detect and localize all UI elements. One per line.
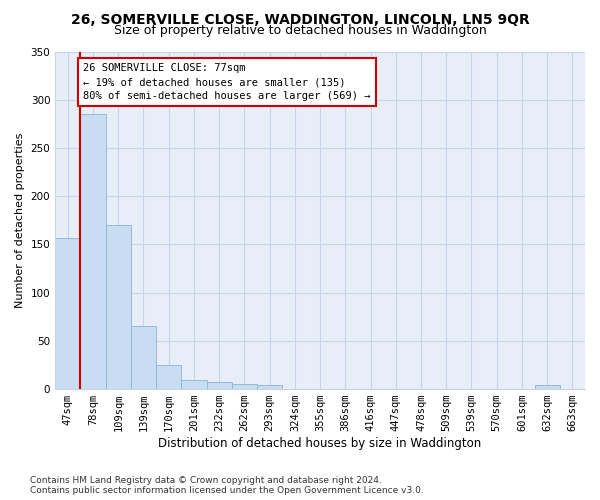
X-axis label: Distribution of detached houses by size in Waddington: Distribution of detached houses by size … — [158, 437, 482, 450]
Text: Contains HM Land Registry data © Crown copyright and database right 2024.
Contai: Contains HM Land Registry data © Crown c… — [30, 476, 424, 495]
Bar — [535, 385, 560, 389]
Bar — [131, 326, 156, 389]
Bar — [80, 114, 106, 389]
Text: 26, SOMERVILLE CLOSE, WADDINGTON, LINCOLN, LN5 9QR: 26, SOMERVILLE CLOSE, WADDINGTON, LINCOL… — [71, 12, 529, 26]
Bar — [55, 238, 80, 389]
Text: 26 SOMERVILLE CLOSE: 77sqm
← 19% of detached houses are smaller (135)
80% of sem: 26 SOMERVILLE CLOSE: 77sqm ← 19% of deta… — [83, 63, 371, 101]
Bar — [257, 385, 282, 389]
Bar — [181, 380, 206, 389]
Bar — [232, 384, 257, 389]
Bar — [206, 382, 232, 389]
Y-axis label: Number of detached properties: Number of detached properties — [15, 132, 25, 308]
Text: Size of property relative to detached houses in Waddington: Size of property relative to detached ho… — [113, 24, 487, 37]
Bar — [156, 365, 181, 389]
Bar — [106, 225, 131, 389]
